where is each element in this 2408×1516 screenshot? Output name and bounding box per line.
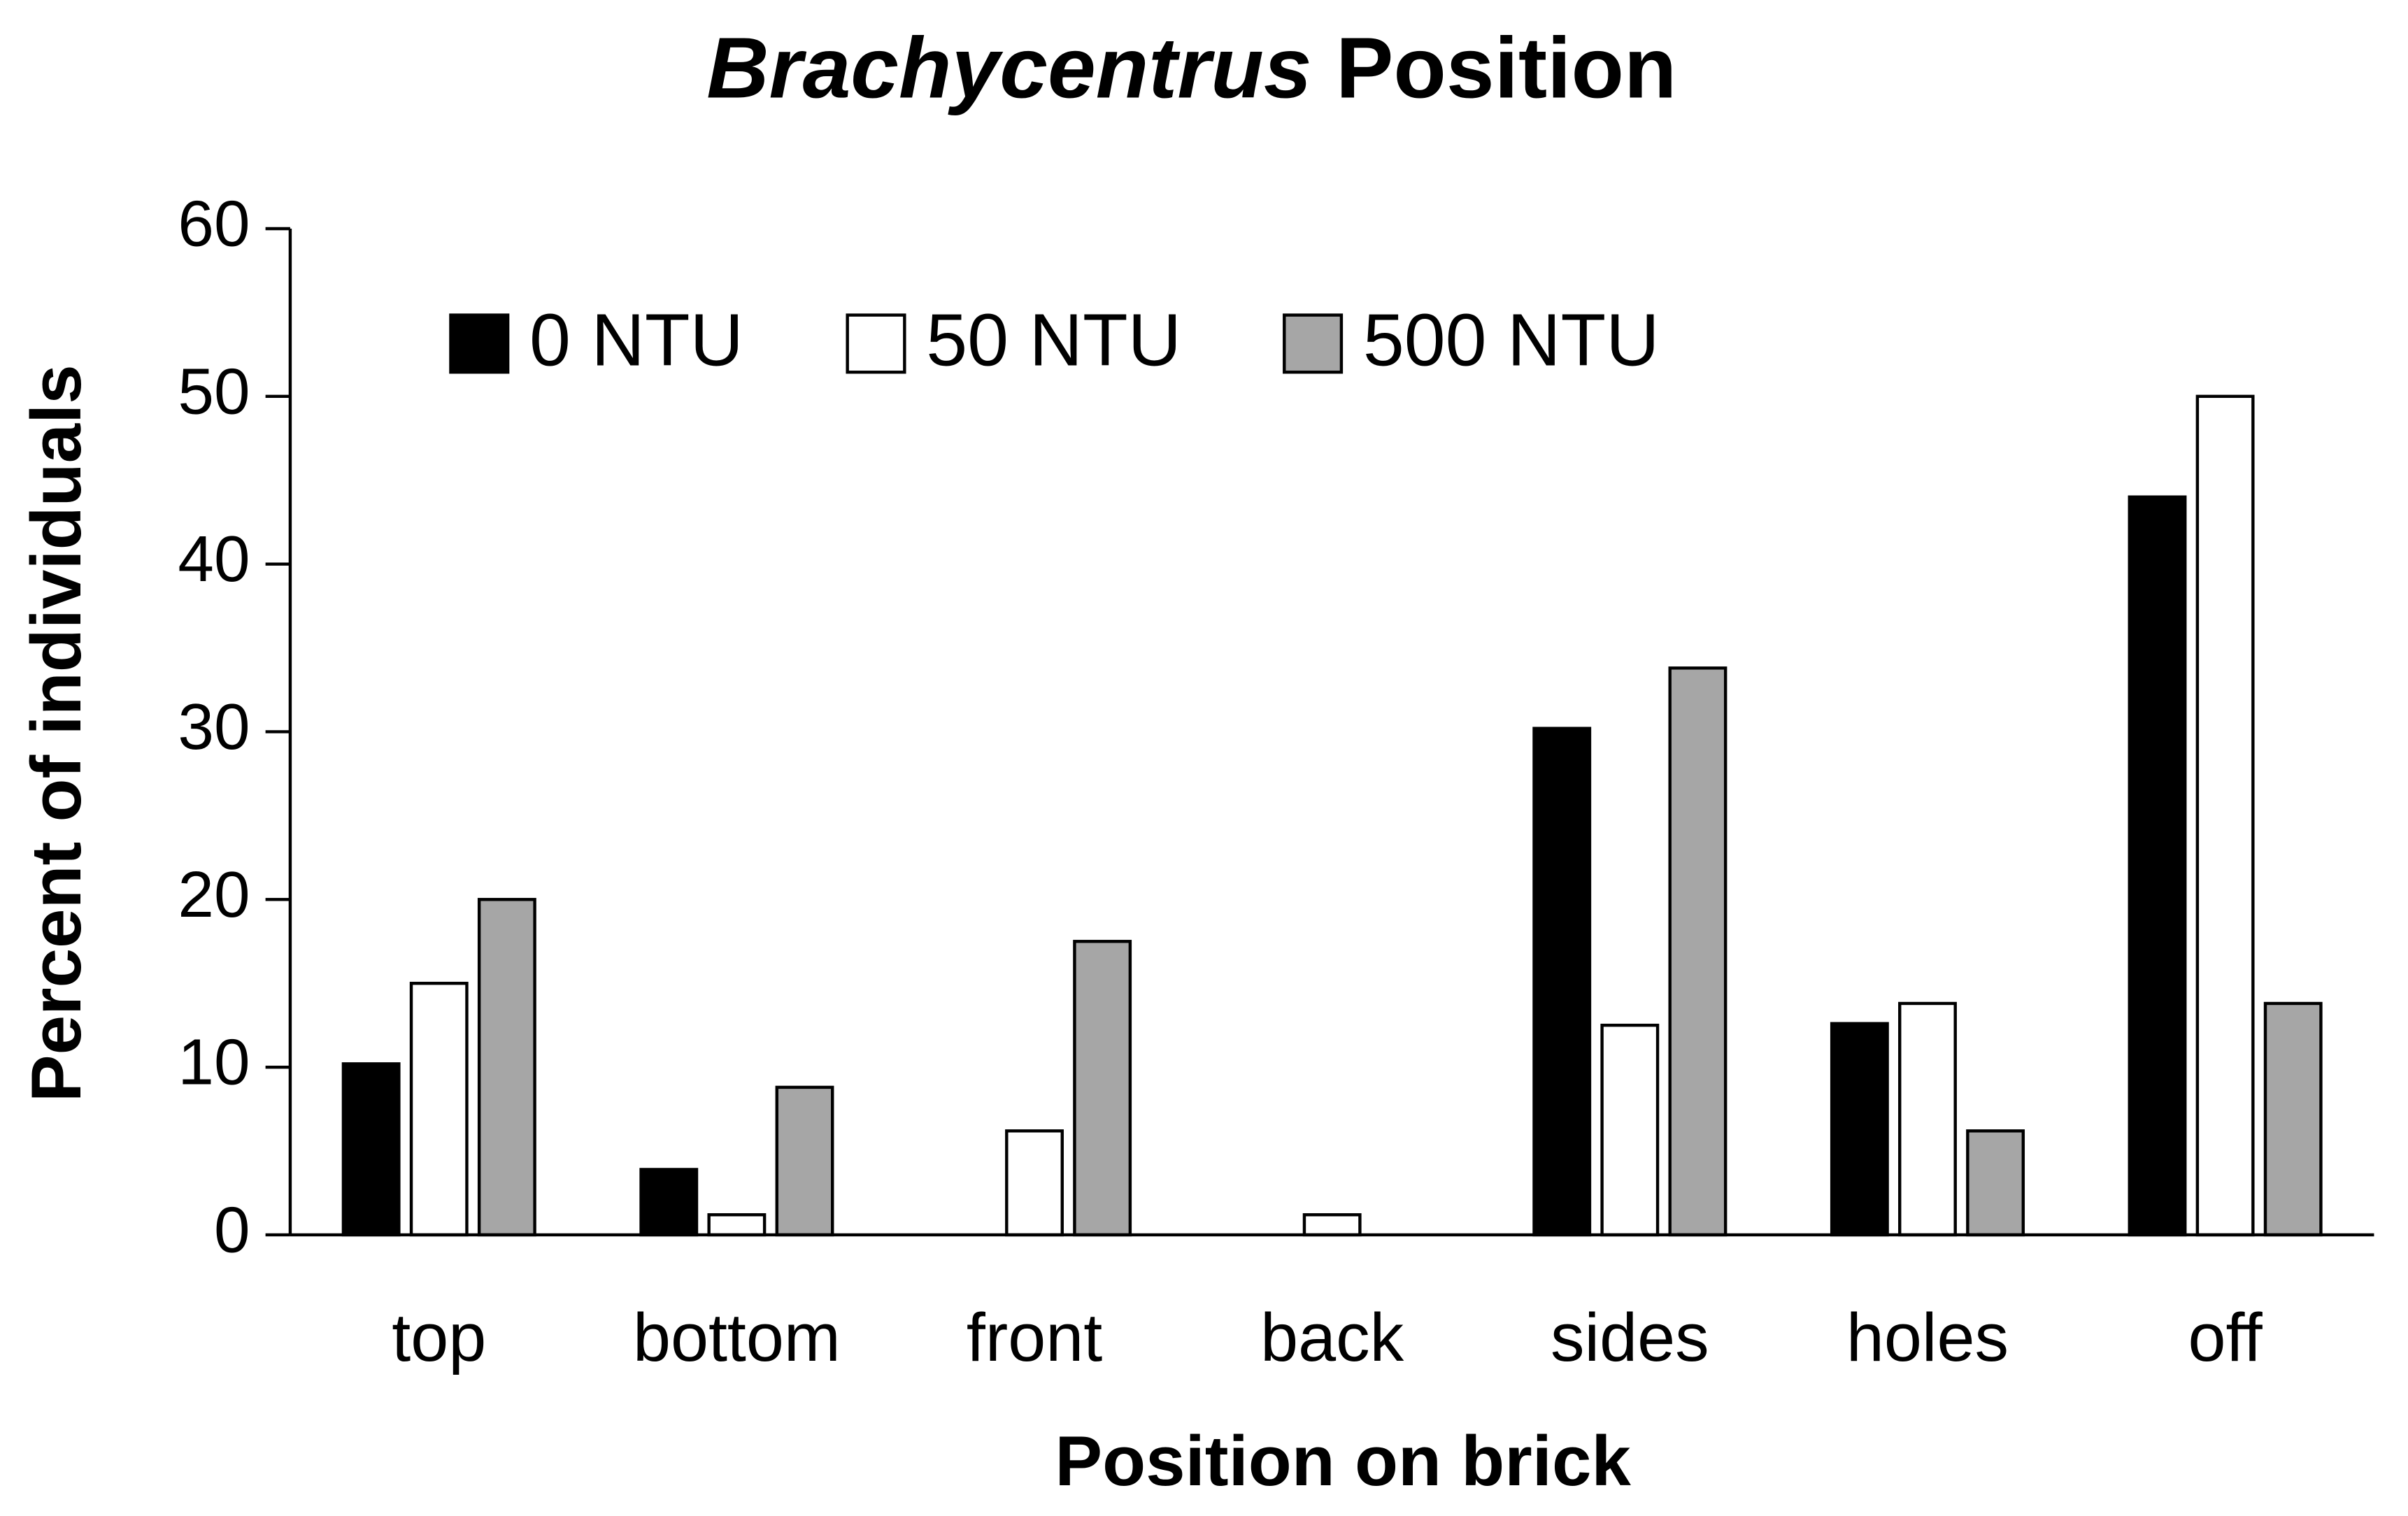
legend-swatch: [1283, 313, 1344, 374]
y-tick-label: 60: [178, 187, 250, 259]
bar: [1898, 1001, 1957, 1237]
y-tick-label: 50: [178, 355, 250, 427]
y-tick-label: 40: [178, 522, 250, 595]
x-tick-label: off: [2188, 1299, 2263, 1375]
bar: [1302, 1213, 1362, 1237]
y-tick-label: 0: [214, 1193, 250, 1266]
bar: [1600, 1023, 1660, 1237]
legend-swatch: [846, 313, 906, 374]
bar: [1073, 940, 1132, 1237]
bar: [707, 1213, 767, 1237]
x-tick-label: top: [392, 1299, 486, 1375]
legend-label: 0 NTU: [529, 299, 743, 382]
bar: [1830, 1022, 1889, 1237]
chart-title: Brachycentrus Position: [706, 20, 1676, 116]
bar: [409, 982, 469, 1237]
x-tick-label: back: [1260, 1299, 1404, 1375]
y-tick-label: 10: [178, 1026, 250, 1099]
legend-label: 50 NTU: [926, 299, 1181, 382]
bar: [341, 1062, 401, 1237]
x-tick-label: front: [967, 1299, 1102, 1375]
bar: [1966, 1129, 2025, 1237]
bar: [1668, 666, 1727, 1237]
bar: [2195, 394, 2255, 1237]
bar: [2263, 1001, 2323, 1237]
x-tick-label: bottom: [633, 1299, 841, 1375]
bar: [1005, 1129, 1064, 1237]
bar: [2128, 495, 2187, 1237]
bar: [639, 1168, 699, 1237]
y-tick-label: 30: [178, 690, 250, 763]
x-tick-label: sides: [1551, 1299, 1709, 1375]
legend-label: 500 NTU: [1363, 299, 1660, 382]
x-tick-label: holes: [1846, 1299, 2009, 1375]
y-tick-label: 20: [178, 858, 250, 931]
y-axis-label: Percent of individuals: [16, 364, 96, 1102]
x-axis-label: Position on brick: [1055, 1421, 1631, 1501]
bar: [775, 1085, 834, 1237]
bar: [477, 898, 536, 1237]
legend-swatch: [449, 313, 510, 374]
bar: [1532, 727, 1592, 1237]
